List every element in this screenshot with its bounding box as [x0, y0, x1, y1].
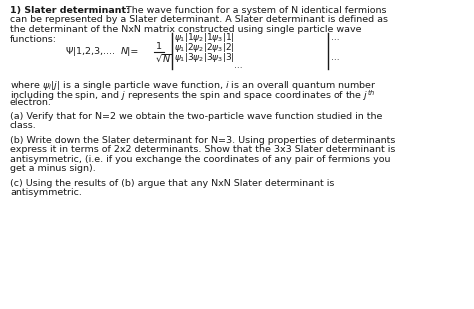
Text: where $\psi_i$|$j$| is a single particle wave function, $i$ is an overall quantu: where $\psi_i$|$j$| is a single particle…	[10, 79, 377, 92]
Text: ...: ...	[331, 53, 340, 62]
Text: 1) Slater determinant:: 1) Slater determinant:	[10, 6, 130, 15]
Text: (c) Using the results of (b) argue that any NxN Slater determinant is: (c) Using the results of (b) argue that …	[10, 179, 334, 188]
Text: (a) Verify that for N=2 we obtain the two-particle wave function studied in the: (a) Verify that for N=2 we obtain the tw…	[10, 112, 383, 121]
Text: $\Psi$|1,2,3,....: $\Psi$|1,2,3,....	[65, 45, 116, 58]
Text: (b) Write down the Slater determinant for N=3. Using properties of determinants: (b) Write down the Slater determinant fo…	[10, 136, 395, 145]
Text: class.: class.	[10, 121, 37, 130]
Text: ...: ...	[331, 33, 340, 42]
Text: electron.: electron.	[10, 98, 52, 107]
Text: 1: 1	[156, 42, 162, 51]
Text: get a minus sign).: get a minus sign).	[10, 164, 96, 173]
Text: antisymmetric, (i.e. if you exchange the coordinates of any pair of fermions you: antisymmetric, (i.e. if you exchange the…	[10, 155, 391, 164]
Text: The wave function for a system of N identical fermions: The wave function for a system of N iden…	[123, 6, 386, 15]
Text: $\sqrt{N}$: $\sqrt{N}$	[155, 52, 173, 64]
Text: $\psi_1$|3$\psi_2$|3$\psi_3$|3|: $\psi_1$|3$\psi_2$|3$\psi_3$|3|	[174, 51, 235, 64]
Text: the determinant of the NxN matrix constructed using single particle wave: the determinant of the NxN matrix constr…	[10, 25, 362, 34]
Text: can be represented by a Slater determinant. A Slater determinant is defined as: can be represented by a Slater determina…	[10, 15, 388, 24]
Text: express it in terms of 2x2 determinants. Show that the 3x3 Slater determinant is: express it in terms of 2x2 determinants.…	[10, 145, 395, 154]
Text: functions:: functions:	[10, 35, 57, 44]
Text: antisymmetric.: antisymmetric.	[10, 188, 82, 197]
Text: ...: ...	[234, 61, 243, 70]
Text: including the spin, and $j$ represents the spin and space coordinates of the $j^: including the spin, and $j$ represents t…	[10, 88, 375, 103]
Text: $\psi_1$|1$\psi_2$|1$\psi_3$|1|: $\psi_1$|1$\psi_2$|1$\psi_3$|1|	[174, 31, 235, 44]
Text: $\psi_1$|2$\psi_2$|2$\psi_3$|2|: $\psi_1$|2$\psi_2$|2$\psi_3$|2|	[174, 41, 235, 54]
Text: N|=: N|=	[121, 47, 139, 56]
